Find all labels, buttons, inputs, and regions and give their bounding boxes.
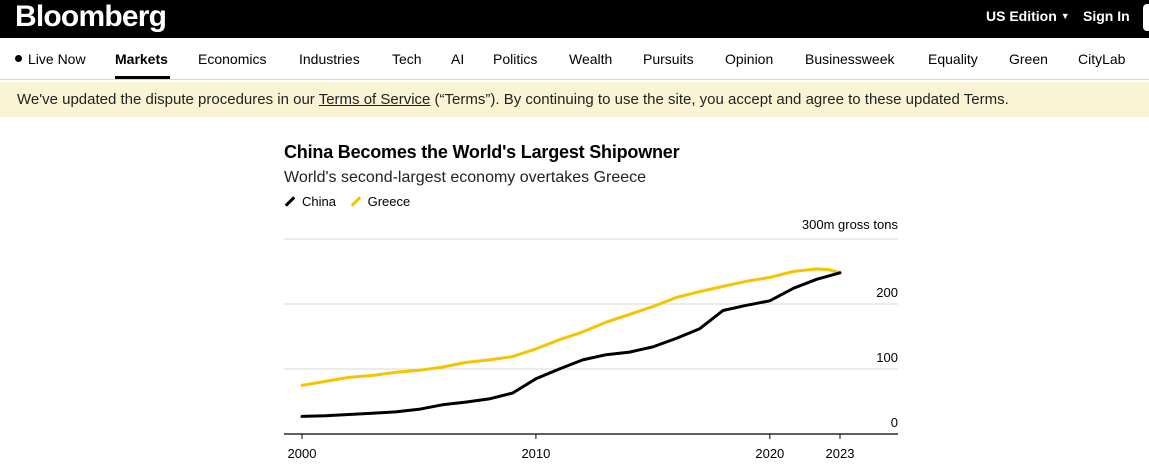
nav-item-pursuits[interactable]: Pursuits — [643, 51, 694, 67]
y-unit-label: 300m gross tons — [802, 217, 899, 232]
legend-item-china: China — [284, 194, 336, 210]
main-nav — [0, 38, 1149, 80]
terms-of-service-link[interactable]: Terms of Service — [318, 91, 431, 108]
nav-item-tech[interactable]: Tech — [392, 51, 422, 67]
y-tick-label: 200 — [876, 285, 898, 300]
nav-item-economics[interactable]: Economics — [198, 51, 267, 67]
series-line-greece — [300, 267, 842, 387]
legend-label-china: China — [302, 194, 336, 209]
series-line-china — [300, 271, 842, 418]
subscribe-button-edge[interactable] — [1143, 4, 1149, 31]
chart-title: China Becomes the World's Largest Shipow… — [284, 142, 680, 162]
edition-label: US Edition — [986, 8, 1057, 24]
notice-text-after: (“Terms”). By continuing to use the site… — [430, 91, 1009, 108]
nav-item-markets[interactable]: Markets — [115, 51, 168, 67]
chart-legend: China Greece — [284, 194, 420, 210]
live-dot-icon — [15, 55, 22, 62]
chart-subtitle: World's second-largest economy overtakes… — [284, 169, 647, 186]
x-tick-label: 2023 — [826, 446, 855, 461]
edition-selector[interactable]: US Edition ▼ — [986, 0, 1070, 32]
sign-in-button[interactable]: Sign In — [1083, 8, 1130, 24]
nav-item-citylab[interactable]: CityLab — [1078, 51, 1126, 67]
notice-text-before: We've updated the dispute procedures in … — [17, 91, 319, 108]
x-tick-label: 2020 — [755, 446, 784, 461]
y-tick-label: 100 — [876, 350, 898, 365]
nav-item-politics[interactable]: Politics — [493, 51, 538, 67]
active-tab-indicator — [115, 76, 170, 79]
top-bar: Bloomberg US Edition ▼ Sign In — [0, 0, 1149, 38]
nav-item-ai[interactable]: AI — [451, 51, 465, 67]
terms-notice-text: We've updated the dispute procedures in … — [17, 91, 1009, 109]
legend-item-greece: Greece — [350, 194, 411, 210]
x-tick-label: 2010 — [521, 446, 550, 461]
y-tick-label: 0 — [891, 415, 898, 430]
terms-notice-banner: We've updated the dispute procedures in … — [0, 82, 1149, 117]
nav-item-green[interactable]: Green — [1009, 51, 1048, 67]
nav-item-wealth[interactable]: Wealth — [569, 51, 613, 67]
nav-item-equality[interactable]: Equality — [928, 51, 978, 67]
nav-item-businessweek[interactable]: Businessweek — [805, 51, 895, 67]
bloomberg-logo[interactable]: Bloomberg — [15, 0, 167, 33]
x-tick-label: 2000 — [288, 446, 317, 461]
legend-label-greece: Greece — [367, 194, 411, 209]
nav-item-opinion[interactable]: Opinion — [725, 51, 774, 67]
nav-item-industries[interactable]: Industries — [299, 51, 360, 67]
nav-item-live-now[interactable]: Live Now — [28, 51, 86, 67]
chevron-down-icon: ▼ — [1060, 11, 1070, 21]
